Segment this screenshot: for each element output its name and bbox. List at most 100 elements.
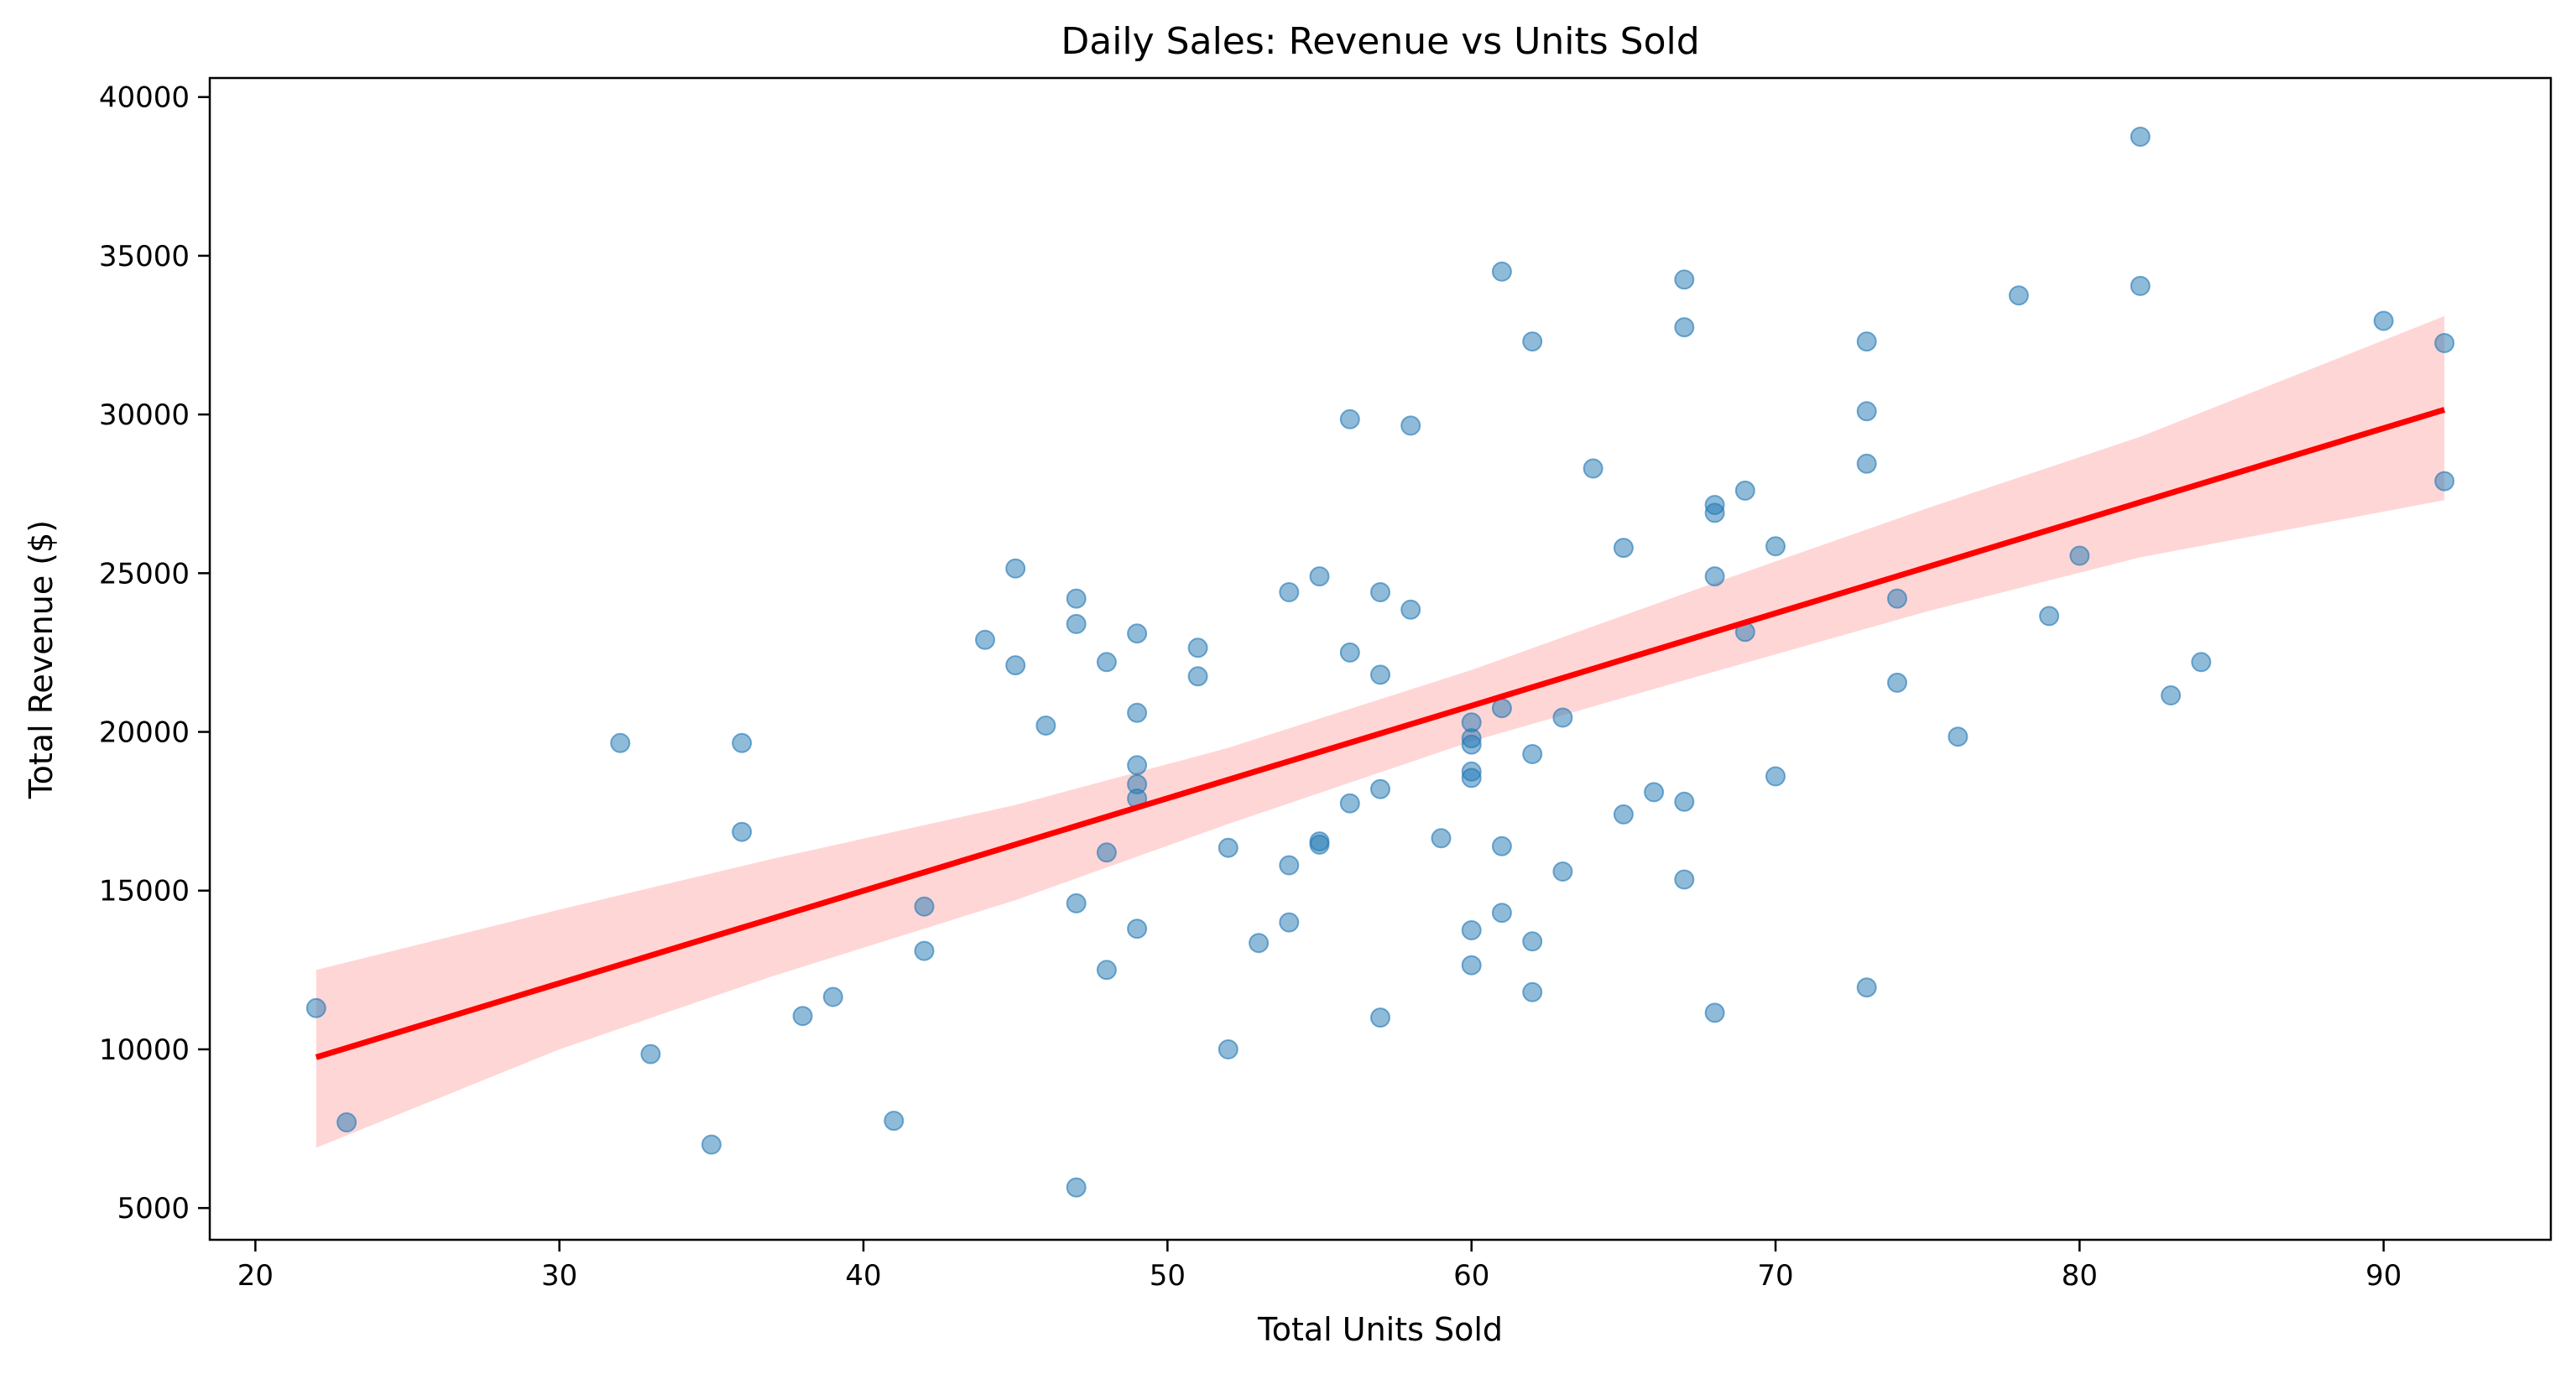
data-point [1674, 269, 1695, 290]
data-point [1461, 734, 1482, 755]
data-point [1765, 536, 1786, 557]
y-tick-label: 20000 [99, 716, 190, 750]
data-point [792, 1006, 813, 1027]
data-point [1249, 933, 1270, 954]
data-point [1491, 903, 1512, 924]
data-point [975, 629, 995, 650]
data-point [1461, 955, 1482, 976]
y-tick-label: 40000 [99, 81, 190, 115]
data-point [2008, 285, 2029, 306]
data-point [1674, 869, 1695, 890]
data-point [1522, 331, 1543, 352]
x-tick-label: 60 [1453, 1259, 1489, 1293]
data-point [1400, 599, 1421, 620]
data-point [1370, 1007, 1390, 1028]
data-point [2373, 310, 2394, 331]
data-point [1522, 931, 1543, 952]
data-point [1370, 582, 1390, 602]
data-point [2039, 606, 2060, 627]
data-point [2130, 275, 2151, 296]
y-tick-label: 5000 [117, 1192, 190, 1226]
data-point [1187, 666, 1208, 687]
data-point [1279, 582, 1300, 602]
data-point [1187, 638, 1208, 658]
data-point [1887, 672, 1907, 693]
data-point [1218, 837, 1238, 858]
plot-frame [208, 76, 2553, 1241]
chart-title: Daily Sales: Revenue vs Units Sold [1061, 20, 1699, 63]
data-point [1279, 855, 1300, 876]
data-point [336, 1112, 357, 1132]
data-point [1400, 415, 1421, 436]
data-point [1370, 778, 1390, 799]
data-point [1644, 782, 1665, 803]
data-point [1552, 707, 1573, 728]
data-point [914, 896, 935, 917]
data-point [1066, 893, 1087, 913]
data-point [1704, 502, 1725, 523]
data-point [1491, 261, 1512, 282]
y-tick-label: 30000 [99, 398, 190, 432]
data-point [1066, 1177, 1087, 1198]
x-tick-label: 80 [2062, 1259, 2098, 1293]
data-point [2161, 685, 2182, 705]
data-point [1887, 588, 1907, 609]
data-point [1522, 981, 1543, 1002]
data-point [1734, 480, 1755, 501]
x-tick-label: 70 [1757, 1259, 1793, 1293]
data-point [1674, 317, 1695, 338]
data-point [1127, 623, 1148, 644]
y-tick-label: 35000 [99, 240, 190, 273]
data-point [610, 732, 631, 753]
data-point [1339, 642, 1360, 663]
data-point [701, 1134, 722, 1155]
data-point [1583, 458, 1603, 479]
data-point [1461, 768, 1482, 788]
data-point [1431, 828, 1452, 849]
x-tick-label: 20 [237, 1259, 274, 1293]
data-point [1309, 566, 1330, 587]
data-point [1856, 977, 1877, 998]
data-point [1491, 835, 1512, 856]
data-point [2191, 652, 2212, 673]
data-point [1309, 834, 1330, 855]
data-point [1704, 1002, 1725, 1023]
data-point [1279, 912, 1300, 933]
data-point [1856, 331, 1877, 352]
data-point [1127, 919, 1148, 939]
data-point [1096, 842, 1117, 863]
data-point [1948, 726, 1969, 747]
data-point [305, 997, 326, 1018]
data-point [1491, 698, 1512, 719]
data-point [1127, 702, 1148, 723]
data-point [1674, 791, 1695, 812]
data-point [732, 732, 753, 753]
data-point [1218, 1039, 1238, 1059]
y-tick-label: 15000 [99, 875, 190, 908]
data-point [1005, 655, 1026, 676]
data-point [1856, 401, 1877, 422]
data-point [2069, 545, 2090, 566]
data-point [1704, 566, 1725, 587]
data-point [1613, 804, 1634, 825]
x-tick-label: 90 [2365, 1259, 2401, 1293]
x-tick-label: 40 [845, 1259, 881, 1293]
data-point [914, 940, 935, 961]
data-point [1370, 664, 1390, 685]
data-point [1066, 588, 1087, 609]
data-point [1552, 861, 1573, 882]
data-point [1522, 744, 1543, 764]
y-axis: 5000 10000 15000 20000 25000 30000 35000 40000 [99, 81, 210, 1226]
data-point [1339, 409, 1360, 429]
y-axis-label: Total Revenue ($) [23, 520, 60, 799]
x-axis: 20 30 40 50 60 70 80 90 [237, 1240, 2401, 1293]
data-point [732, 821, 753, 842]
data-point [1127, 755, 1148, 776]
data-point [1096, 960, 1117, 981]
x-tick-label: 50 [1150, 1259, 1186, 1293]
data-point [884, 1111, 905, 1132]
data-point [640, 1044, 661, 1064]
data-point [822, 986, 843, 1007]
data-point [1339, 793, 1360, 814]
